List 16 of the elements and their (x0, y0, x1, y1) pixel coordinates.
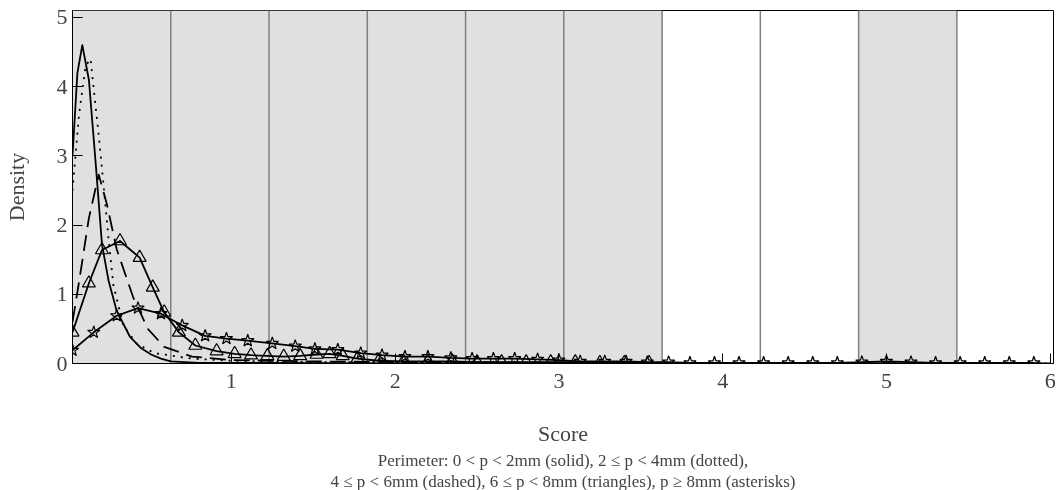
x-tick-label: 3 (553, 367, 565, 393)
text: 4 ≤ p < 6mm (dashed), 6 ≤ p < 8mm (triangles), p ≥ 8mm (asterisks) (330, 471, 796, 490)
y-axis-title: Density (3, 152, 29, 222)
x-tick-label: 5 (880, 367, 892, 393)
x-tick-label: 6 (1044, 367, 1056, 393)
y-tick-label: 5 (56, 4, 68, 30)
x-axis-title: Score (537, 420, 589, 446)
y-tick-label: 1 (56, 281, 68, 307)
y-tick-label: 0 (56, 350, 68, 376)
y-tick-label: 2 (56, 212, 68, 238)
y-tick-label: 3 (56, 142, 68, 168)
x-tick-label: 1 (225, 367, 237, 393)
text: Perimeter: 0 < p < 2mm (solid), 2 ≤ p < 4mm (dotted), (377, 450, 749, 470)
x-tick-label: 4 (717, 367, 729, 393)
x-tick-label: 2 (389, 367, 401, 393)
y-tick-label: 4 (56, 73, 68, 99)
